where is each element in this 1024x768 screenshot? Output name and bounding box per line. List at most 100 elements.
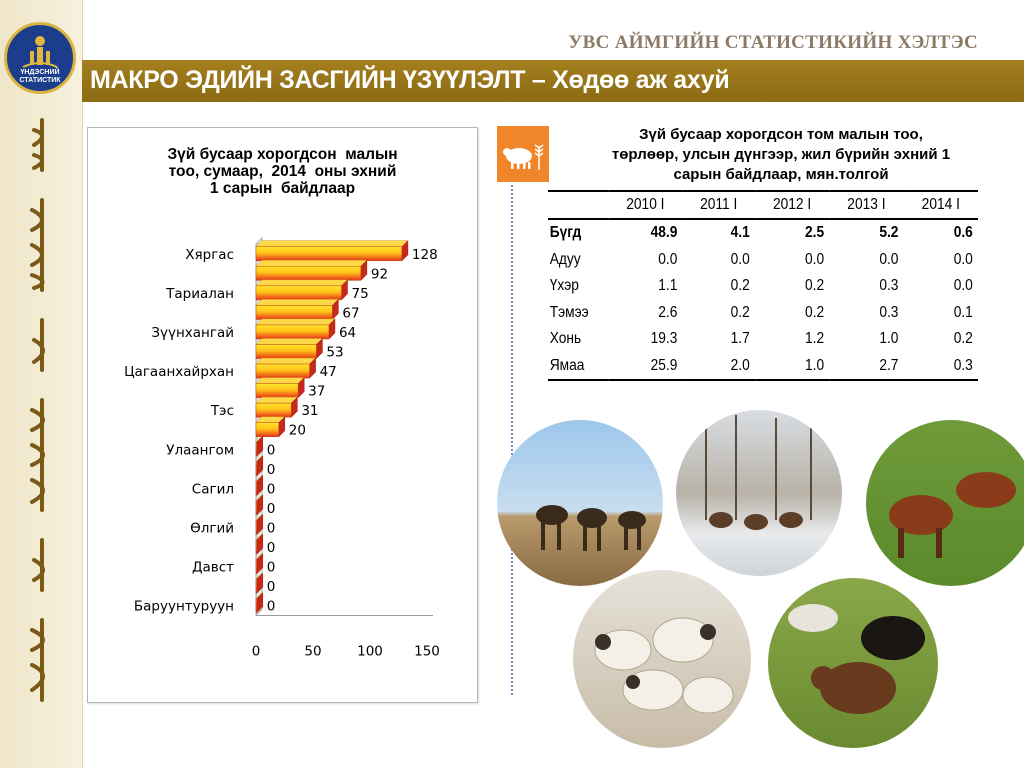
data-label: 0 bbox=[267, 501, 276, 517]
category-label: Сагил bbox=[192, 481, 234, 497]
table-header-empty bbox=[548, 190, 609, 220]
table-title-line: төрлөөр, улсын дүнгээр, жил бүрийн эхний… bbox=[611, 146, 951, 163]
data-label: 128 bbox=[412, 247, 438, 263]
data-label: 31 bbox=[301, 403, 318, 419]
row-label: Адуу bbox=[549, 250, 581, 268]
table-cell: 2.5 bbox=[804, 224, 825, 242]
row-label: Хонь bbox=[549, 330, 582, 348]
bar bbox=[255, 578, 258, 594]
data-label: 0 bbox=[267, 481, 276, 497]
table-cell: 0.0 bbox=[804, 250, 825, 268]
table-cell: 1.2 bbox=[804, 330, 825, 348]
data-label: 0 bbox=[267, 560, 276, 576]
photo-goats bbox=[768, 578, 938, 748]
x-tick-label: 100 bbox=[357, 643, 383, 659]
table-cell: 0.2 bbox=[730, 303, 750, 321]
bar bbox=[255, 363, 310, 379]
category-label: Тариалан bbox=[165, 286, 234, 302]
bar bbox=[255, 539, 258, 555]
table-cell: 1.0 bbox=[754, 352, 830, 381]
category-label: Давст bbox=[192, 560, 234, 576]
category-label: Зүүнхангай bbox=[151, 325, 234, 341]
photo-sheep bbox=[573, 570, 751, 748]
table-cell: 0.3 bbox=[879, 303, 899, 321]
bar bbox=[255, 461, 258, 477]
category-label: Өлгий bbox=[190, 520, 234, 536]
table-header-row: 2010 I 2011 I 2012 I 2013 I 2014 I bbox=[548, 190, 978, 220]
data-label: 67 bbox=[342, 305, 359, 321]
data-label: 0 bbox=[267, 579, 276, 595]
national-statistics-logo: ҮНДЭСНИЙ СТАТИСТИК bbox=[4, 22, 76, 94]
table-column-header: 2010 I bbox=[608, 190, 683, 220]
category-label: Цагаанхайрхан bbox=[124, 364, 234, 380]
chart-title-line: Зүй бусаар хорогдсон малын bbox=[167, 146, 398, 163]
table-cell: 48.9 bbox=[650, 224, 678, 242]
mongolian-script-decoration bbox=[30, 118, 45, 702]
table-cell: 1.0 bbox=[879, 330, 899, 348]
table-row: Ямаа 25.9 2.0 1.0 2.7 0.3 bbox=[548, 352, 978, 381]
bar-top-face bbox=[255, 357, 317, 365]
bar bbox=[255, 520, 258, 535]
data-label: 0 bbox=[267, 520, 276, 536]
data-label: 0 bbox=[267, 442, 276, 458]
table-cell: 0.2 bbox=[953, 330, 973, 348]
chart-title: Зүй бусаар хорогдсон малын тоо, сумаар, … bbox=[88, 146, 477, 197]
table-cell: 0.3 bbox=[903, 352, 978, 381]
bar-top-face bbox=[255, 240, 409, 247]
table-cell: 0.0 bbox=[953, 277, 973, 295]
chart-title-line: 1 сарын байдлаар bbox=[209, 180, 356, 197]
table-cell: 1.7 bbox=[730, 330, 750, 348]
table-cell: 0.1 bbox=[953, 303, 973, 321]
row-label: Тэмээ bbox=[549, 303, 589, 321]
table-column-header: 2012 I bbox=[754, 190, 830, 220]
bar bbox=[255, 402, 292, 418]
data-label: 0 bbox=[267, 599, 276, 615]
left-decorative-strip: ҮНДЭСНИЙ СТАТИСТИК bbox=[0, 0, 83, 768]
organization-name: УВС АЙМГИЙН СТАТИСТИКИЙН ХЭЛТЭС bbox=[568, 32, 978, 53]
table-title-line: сарын байдлаар, мян.толгой bbox=[673, 166, 889, 183]
bar bbox=[255, 246, 403, 262]
table-cell: 0.2 bbox=[730, 277, 750, 295]
data-label: 37 bbox=[308, 384, 325, 400]
bar bbox=[255, 285, 342, 301]
bar bbox=[255, 441, 258, 457]
bar bbox=[255, 500, 258, 516]
table-row: Бүгд 48.9 4.1 2.5 5.2 0.6 bbox=[548, 219, 978, 247]
table-cell: 0.3 bbox=[879, 277, 899, 295]
table-row: Адуу 0.0 0.0 0.0 0.0 0.0 bbox=[548, 247, 978, 274]
emblem-icon bbox=[22, 36, 58, 68]
bar bbox=[255, 481, 258, 496]
bar bbox=[255, 559, 258, 574]
chart-title-line: тоо, сумаар, 2014 оны эхний bbox=[168, 163, 397, 180]
table-cell: 0.0 bbox=[658, 250, 678, 268]
table-cell: 1.1 bbox=[658, 277, 678, 295]
bar bbox=[255, 598, 258, 613]
x-tick-label: 150 bbox=[414, 643, 440, 659]
table-column-header: 2014 I bbox=[903, 190, 978, 220]
table-cell: 0.0 bbox=[879, 250, 899, 268]
table-column-header: 2011 I bbox=[682, 190, 755, 220]
table-cell: 4.1 bbox=[730, 224, 750, 242]
livestock-loss-table: 2010 I 2011 I 2012 I 2013 I 2014 I Бүгд … bbox=[548, 190, 978, 381]
page-title: МАКРО ЭДИЙН ЗАСГИЙН ҮЗҮҮЛЭЛТ – Хөдөө аж … bbox=[90, 66, 730, 94]
category-label: Улаангом bbox=[166, 442, 234, 458]
category-label: Баруунтуруун bbox=[134, 599, 234, 615]
table-cell: 2.7 bbox=[829, 352, 904, 381]
data-label: 0 bbox=[267, 462, 276, 478]
table-cell: 2.0 bbox=[682, 352, 755, 381]
bar bbox=[255, 383, 299, 398]
title-banner: МАКРО ЭДИЙН ЗАСГИЙН ҮЗҮҮЛЭЛТ – Хөдөө аж … bbox=[82, 60, 1024, 102]
photo-camels bbox=[497, 420, 663, 586]
data-label: 92 bbox=[371, 266, 388, 282]
table-cell: 0.2 bbox=[804, 277, 825, 295]
table-column-header: 2013 I bbox=[829, 190, 904, 220]
photo-horses bbox=[676, 410, 842, 576]
bar bbox=[255, 266, 362, 281]
table-row: Хонь 19.3 1.7 1.2 1.0 0.2 bbox=[548, 326, 978, 353]
category-label: Тэс bbox=[210, 403, 234, 419]
bar bbox=[255, 324, 330, 340]
bar bbox=[255, 422, 280, 438]
table-row: Үхэр 1.1 0.2 0.2 0.3 0.0 bbox=[548, 273, 978, 300]
row-label: Үхэр bbox=[549, 277, 579, 295]
